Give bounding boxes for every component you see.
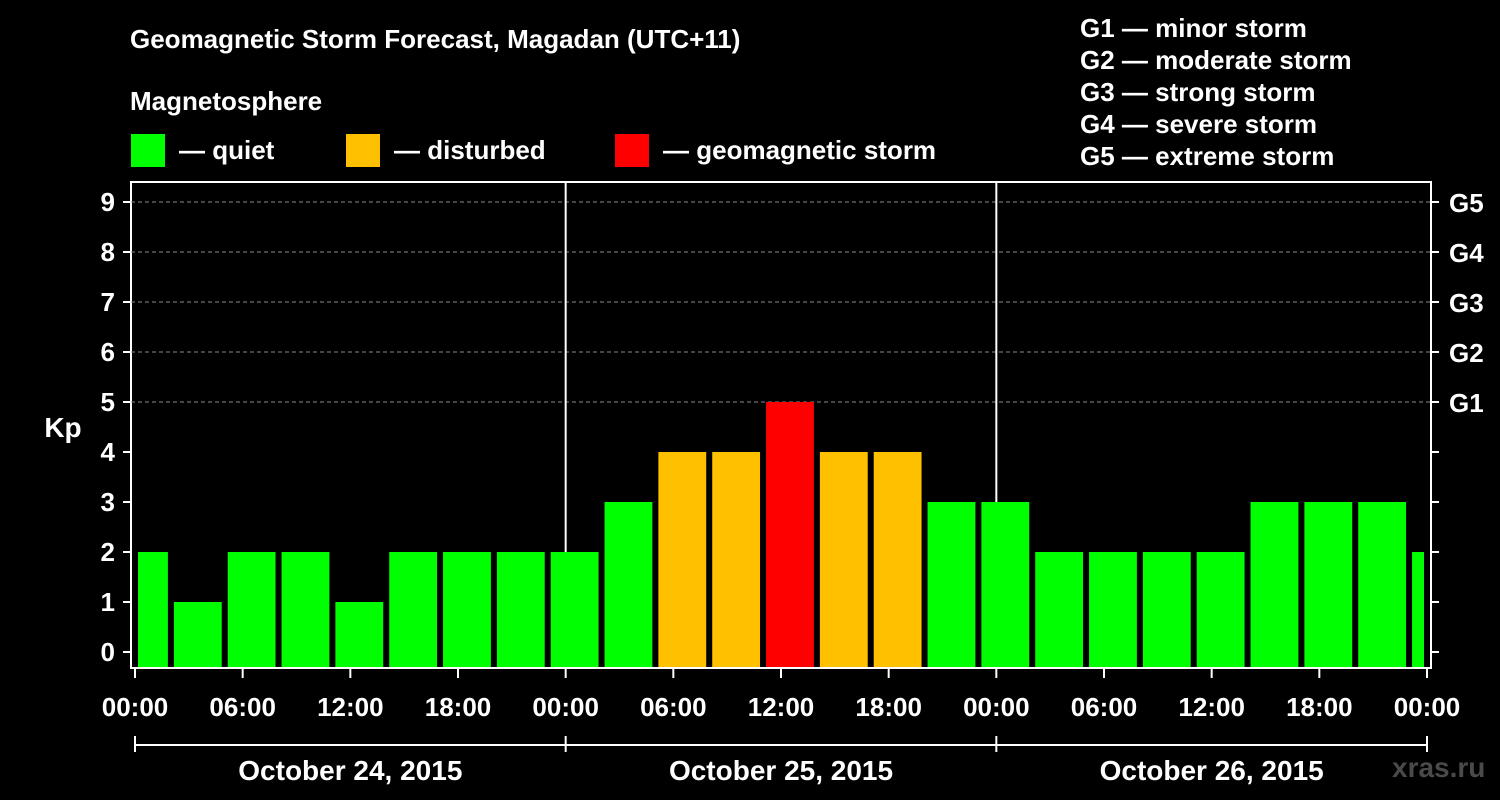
disturbed-swatch [346, 133, 380, 167]
x-tick-label-5: 06:00 [640, 692, 707, 722]
kp-bar-19 [1142, 552, 1191, 667]
g-scale-g3: G3 — strong storm [1080, 77, 1316, 107]
y-tick-label-6: 6 [101, 337, 115, 367]
x-tick-label-6: 12:00 [748, 692, 815, 722]
x-tick-label-1: 06:00 [209, 692, 276, 722]
kp-bar-24 [1412, 552, 1424, 667]
kp-bar-16 [981, 502, 1030, 667]
kp-bar-8 [550, 552, 599, 667]
kp-bar-18 [1089, 552, 1137, 667]
kp-bar-12 [766, 402, 814, 667]
y-tick-label-3: 3 [101, 487, 115, 517]
g-axis-label-g1: G1 [1449, 388, 1484, 418]
x-tick-label-3: 18:00 [425, 692, 492, 722]
legend-label-quiet: — quiet [179, 134, 275, 165]
x-tick-label-9: 06:00 [1071, 692, 1138, 722]
legend-label-storm: — geomagnetic storm [663, 134, 937, 165]
kp-bar-13 [819, 452, 868, 667]
y-tick-label-4: 4 [101, 437, 116, 467]
x-tick-label-0: 00:00 [102, 692, 169, 722]
legend-item-disturbed: — disturbed [346, 133, 546, 167]
g-scale-g1: G1 — minor storm [1080, 13, 1307, 43]
kp-bar-11 [712, 452, 761, 667]
x-tick-label-10: 12:00 [1178, 692, 1245, 722]
x-tick-label-12: 00:00 [1394, 692, 1461, 722]
legend-heading: Magnetosphere [130, 86, 323, 116]
kp-bar-7 [496, 552, 545, 667]
kp-bar-6 [443, 552, 491, 667]
kp-bar-17 [1035, 552, 1084, 667]
y-tick-label-8: 8 [101, 237, 115, 267]
y-tick-label-2: 2 [101, 537, 115, 567]
legend-item-storm: — geomagnetic storm [615, 133, 937, 167]
g-axis-label-g2: G2 [1449, 338, 1484, 368]
kp-bar-14 [873, 452, 922, 667]
kp-bar-9 [604, 502, 653, 667]
storm-swatch [615, 133, 649, 167]
quiet-swatch [131, 133, 165, 167]
y-axis-label: Kp [44, 412, 81, 443]
kp-bar-15 [927, 502, 976, 667]
x-tick-label-2: 12:00 [317, 692, 384, 722]
kp-bar-2 [227, 552, 276, 667]
kp-bar-4 [335, 602, 384, 667]
day-label-2: October 26, 2015 [1100, 755, 1324, 786]
y-tick-label-1: 1 [101, 587, 115, 617]
y-tick-label-7: 7 [101, 287, 115, 317]
kp-bar-1 [173, 602, 222, 667]
day-label-1: October 25, 2015 [669, 755, 893, 786]
legend-item-quiet: — quiet [131, 133, 275, 167]
kp-bar-20 [1196, 552, 1245, 667]
day-label-0: October 24, 2015 [238, 755, 462, 786]
kp-bar-0 [138, 552, 168, 667]
x-tick-label-8: 00:00 [963, 692, 1030, 722]
g-axis-label-g3: G3 [1449, 288, 1484, 318]
kp-bar-5 [389, 552, 438, 667]
x-tick-label-11: 18:00 [1286, 692, 1353, 722]
kp-bar-22 [1304, 502, 1353, 667]
g-scale-legend: G1 — minor storm G2 — moderate storm G3 … [1080, 12, 1352, 172]
kp-bar-10 [658, 452, 707, 667]
kp-bar-3 [281, 552, 330, 667]
chart-title: Geomagnetic Storm Forecast, Magadan (UTC… [130, 24, 741, 54]
g-axis-label-g4: G4 [1449, 238, 1484, 268]
legend-label-disturbed: — disturbed [394, 134, 546, 165]
y-tick-label-9: 9 [101, 187, 115, 217]
g-scale-g5: G5 — extreme storm [1080, 141, 1335, 171]
kp-bar-23 [1358, 502, 1407, 667]
y-tick-label-0: 0 [101, 637, 115, 667]
watermark: xras.ru [1392, 752, 1486, 783]
x-tick-label-4: 00:00 [532, 692, 599, 722]
g-axis-label-g5: G5 [1449, 188, 1484, 218]
y-tick-label-5: 5 [101, 387, 115, 417]
g-scale-g4: G4 — severe storm [1080, 109, 1318, 139]
x-tick-label-7: 18:00 [855, 692, 922, 722]
kp-bar-21 [1250, 502, 1299, 667]
g-scale-g2: G2 — moderate storm [1080, 45, 1352, 75]
